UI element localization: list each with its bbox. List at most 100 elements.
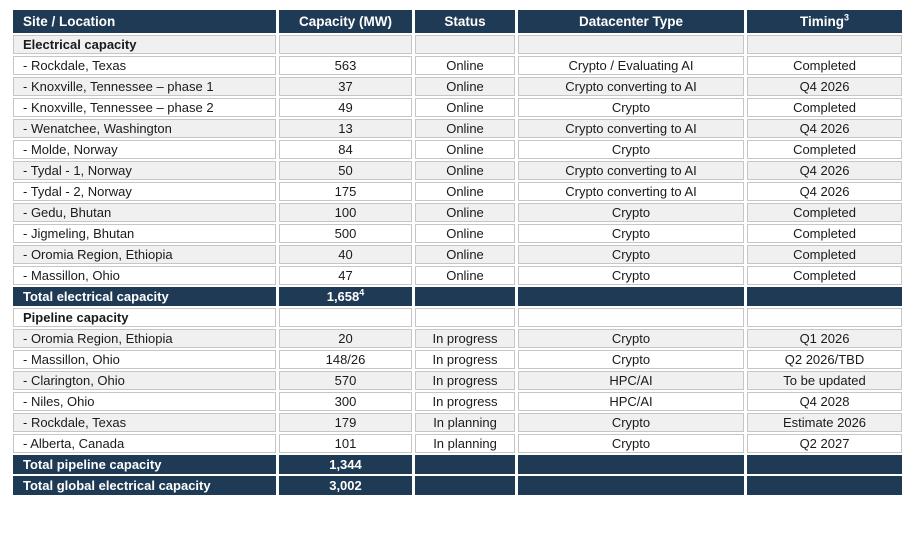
cell-capacity: 20 <box>279 329 412 348</box>
cell-status: Online <box>415 266 515 285</box>
cell-capacity: 84 <box>279 140 412 159</box>
cell-status: Online <box>415 161 515 180</box>
cell-datacenter-type: Crypto converting to AI <box>518 182 744 201</box>
cell-status: In progress <box>415 329 515 348</box>
cell-datacenter-type <box>518 35 744 54</box>
cell-timing: Completed <box>747 56 902 75</box>
column-header-timing: Timing3 <box>747 10 902 33</box>
cell-datacenter-type: Crypto converting to AI <box>518 77 744 96</box>
cell-site: - Oromia Region, Ethiopia <box>13 329 276 348</box>
cell-datacenter-type: Crypto <box>518 413 744 432</box>
table-row: - Molde, Norway 84 Online Crypto Completed <box>13 140 902 159</box>
total-row: Total electrical capacity 1,6584 <box>13 287 902 306</box>
cell-site: Electrical capacity <box>13 35 276 54</box>
column-header-status: Status <box>415 10 515 33</box>
cell-datacenter-type: Crypto <box>518 245 744 264</box>
cell-status: Online <box>415 119 515 138</box>
table-row: - Niles, Ohio 300 In progress HPC/AI Q4 2028 <box>13 392 902 411</box>
cell-capacity: 101 <box>279 434 412 453</box>
cell-site: - Wenatchee, Washington <box>13 119 276 138</box>
cell-timing: Q4 2026 <box>747 119 902 138</box>
table-row: - Rockdale, Texas 179 In planning Crypto Est… <box>13 413 902 432</box>
datacenter-capacity-table: Site / Location Capacity (MW) Status Dat… <box>10 8 905 497</box>
cell-datacenter-type: Crypto <box>518 350 744 369</box>
cell-timing: Completed <box>747 224 902 243</box>
cell-site: - Alberta, Canada <box>13 434 276 453</box>
table-row: - Massillon, Ohio 148/26 In progress Crypto… <box>13 350 902 369</box>
cell-timing: Q4 2026 <box>747 182 902 201</box>
cell-datacenter-type: Crypto <box>518 98 744 117</box>
cell-site: - Oromia Region, Ethiopia <box>13 245 276 264</box>
cell-status: Online <box>415 224 515 243</box>
cell-capacity: 179 <box>279 413 412 432</box>
table-body: Electrical capacity - Rockdale, Texas 563 O… <box>13 35 902 495</box>
footnote-superscript: 4 <box>359 287 365 298</box>
cell-datacenter-type: HPC/AI <box>518 392 744 411</box>
cell-timing: Completed <box>747 266 902 285</box>
cell-timing: Q2 2026/TBD <box>747 350 902 369</box>
cell-site: - Gedu, Bhutan <box>13 203 276 222</box>
cell-status: In progress <box>415 392 515 411</box>
cell-site: - Niles, Ohio <box>13 392 276 411</box>
cell-datacenter-type <box>518 476 744 495</box>
column-header-capacity-mw: Capacity (MW) <box>279 10 412 33</box>
cell-site: - Rockdale, Texas <box>13 56 276 75</box>
table-row: - Clarington, Ohio 570 In progress HPC/AI To… <box>13 371 902 390</box>
cell-capacity: 570 <box>279 371 412 390</box>
cell-datacenter-type: Crypto converting to AI <box>518 161 744 180</box>
cell-status <box>415 476 515 495</box>
cell-timing: To be updated <box>747 371 902 390</box>
table-row: - Rockdale, Texas 563 Online Crypto / Evalu… <box>13 56 902 75</box>
column-header-site-location: Site / Location <box>13 10 276 33</box>
cell-capacity <box>279 35 412 54</box>
cell-status: Online <box>415 140 515 159</box>
cell-capacity: 40 <box>279 245 412 264</box>
table-row: - Oromia Region, Ethiopia 40 Online Crypto C… <box>13 245 902 264</box>
cell-datacenter-type: Crypto <box>518 203 744 222</box>
cell-site: - Knoxville, Tennessee – phase 2 <box>13 98 276 117</box>
table-row: - Gedu, Bhutan 100 Online Crypto Completed <box>13 203 902 222</box>
timing-footnote-superscript: 3 <box>844 12 850 23</box>
cell-status: Online <box>415 182 515 201</box>
cell-timing <box>747 35 902 54</box>
table-row: - Knoxville, Tennessee – phase 1 37 Online… <box>13 77 902 96</box>
cell-site: - Massillon, Ohio <box>13 350 276 369</box>
cell-site: Pipeline capacity <box>13 308 276 327</box>
cell-datacenter-type: HPC/AI <box>518 371 744 390</box>
cell-status: Online <box>415 98 515 117</box>
table-row: - Tydal - 1, Norway 50 Online Crypto conver… <box>13 161 902 180</box>
cell-datacenter-type <box>518 308 744 327</box>
cell-site: - Tydal - 1, Norway <box>13 161 276 180</box>
cell-timing: Q1 2026 <box>747 329 902 348</box>
cell-site: - Clarington, Ohio <box>13 371 276 390</box>
section-header-row: Electrical capacity <box>13 35 902 54</box>
cell-site: Total electrical capacity <box>13 287 276 306</box>
cell-capacity: 500 <box>279 224 412 243</box>
cell-datacenter-type: Crypto / Evaluating AI <box>518 56 744 75</box>
cell-status <box>415 35 515 54</box>
cell-timing: Q2 2027 <box>747 434 902 453</box>
cell-capacity: 1,6584 <box>279 287 412 306</box>
cell-status: In planning <box>415 413 515 432</box>
cell-capacity <box>279 308 412 327</box>
cell-datacenter-type <box>518 287 744 306</box>
column-header-datacenter-type: Datacenter Type <box>518 10 744 33</box>
table-row: - Wenatchee, Washington 13 Online Crypto co… <box>13 119 902 138</box>
cell-site: Total pipeline capacity <box>13 455 276 474</box>
cell-site: - Massillon, Ohio <box>13 266 276 285</box>
cell-capacity: 49 <box>279 98 412 117</box>
table-row: - Knoxville, Tennessee – phase 2 49 Online… <box>13 98 902 117</box>
table-row: - Massillon, Ohio 47 Online Crypto Completed <box>13 266 902 285</box>
cell-status <box>415 308 515 327</box>
cell-timing: Completed <box>747 98 902 117</box>
cell-status: In planning <box>415 434 515 453</box>
cell-datacenter-type: Crypto <box>518 434 744 453</box>
cell-timing: Estimate 2026 <box>747 413 902 432</box>
cell-datacenter-type: Crypto converting to AI <box>518 119 744 138</box>
cell-capacity: 1,344 <box>279 455 412 474</box>
cell-site: - Tydal - 2, Norway <box>13 182 276 201</box>
cell-status: In progress <box>415 350 515 369</box>
table-row: - Oromia Region, Ethiopia 20 In progress Cr… <box>13 329 902 348</box>
cell-site: Total global electrical capacity <box>13 476 276 495</box>
cell-site: - Jigmeling, Bhutan <box>13 224 276 243</box>
